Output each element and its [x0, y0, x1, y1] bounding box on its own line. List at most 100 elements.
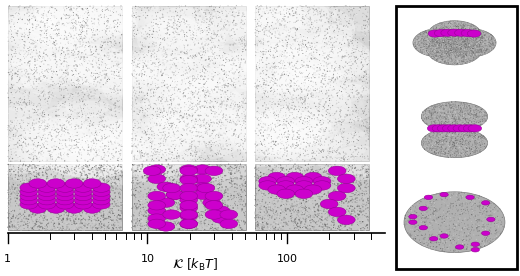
Point	[456, 129, 464, 134]
Point	[471, 206, 479, 210]
Point	[442, 52, 450, 57]
Point	[217, 177, 226, 182]
Point	[453, 43, 462, 47]
Point	[236, 104, 244, 108]
Point	[73, 222, 82, 227]
Point	[265, 108, 273, 112]
Point	[188, 175, 197, 179]
Point	[444, 39, 452, 44]
Point	[469, 32, 477, 37]
Point	[215, 45, 223, 49]
Point	[46, 77, 54, 81]
Point	[152, 204, 160, 209]
Point	[362, 126, 371, 130]
Point	[181, 192, 190, 197]
Point	[142, 211, 150, 215]
Point	[216, 120, 224, 125]
Point	[153, 208, 162, 213]
Point	[322, 36, 331, 40]
Point	[338, 56, 346, 60]
Point	[299, 9, 307, 13]
Point	[226, 185, 235, 190]
Point	[88, 93, 97, 97]
Point	[293, 78, 302, 83]
Point	[153, 114, 161, 119]
Point	[154, 171, 162, 176]
Point	[62, 193, 71, 198]
Point	[295, 206, 304, 210]
Point	[469, 150, 477, 154]
Point	[358, 27, 366, 31]
Point	[259, 182, 267, 186]
Point	[438, 22, 446, 26]
Point	[458, 136, 466, 140]
Point	[425, 39, 433, 44]
Point	[430, 107, 438, 111]
Point	[135, 65, 144, 70]
Point	[293, 144, 301, 148]
Point	[441, 125, 449, 129]
Point	[462, 57, 471, 61]
Point	[82, 55, 90, 60]
Point	[45, 191, 54, 195]
Point	[99, 92, 108, 96]
Point	[100, 112, 109, 116]
Point	[432, 111, 440, 115]
Point	[479, 116, 488, 121]
Point	[427, 115, 435, 119]
Point	[441, 124, 449, 129]
Point	[444, 33, 452, 38]
Point	[74, 49, 82, 54]
Point	[320, 129, 328, 134]
Point	[134, 142, 142, 147]
Point	[163, 99, 171, 103]
Point	[465, 33, 473, 37]
Point	[363, 63, 371, 67]
Point	[438, 55, 447, 59]
Point	[438, 47, 447, 52]
Point	[446, 148, 454, 153]
Point	[56, 89, 64, 94]
Point	[213, 100, 222, 105]
Point	[410, 229, 419, 233]
Point	[268, 149, 276, 153]
Point	[485, 43, 493, 47]
Point	[447, 136, 456, 140]
Point	[445, 149, 453, 153]
Point	[344, 135, 353, 139]
Point	[80, 183, 88, 188]
Point	[265, 181, 273, 185]
Point	[112, 182, 120, 186]
Point	[198, 52, 206, 57]
Point	[297, 46, 305, 51]
Point	[451, 129, 460, 133]
Point	[320, 176, 328, 180]
Point	[189, 167, 198, 171]
Point	[214, 168, 223, 172]
Point	[429, 46, 437, 51]
Point	[136, 121, 145, 125]
Point	[113, 227, 121, 232]
Point	[323, 117, 332, 121]
Point	[474, 120, 482, 124]
Point	[133, 163, 141, 168]
Point	[472, 29, 480, 33]
Point	[464, 154, 473, 158]
Point	[279, 119, 288, 124]
Point	[213, 163, 221, 167]
Point	[424, 148, 433, 152]
Point	[271, 222, 280, 226]
Point	[159, 63, 167, 68]
Point	[62, 6, 71, 11]
Point	[63, 226, 72, 230]
Point	[469, 215, 477, 220]
Point	[479, 201, 487, 206]
Point	[317, 127, 325, 131]
Point	[296, 69, 304, 73]
Point	[445, 209, 453, 213]
Point	[186, 197, 194, 201]
Point	[224, 218, 232, 222]
Point	[6, 70, 14, 75]
Point	[336, 207, 344, 212]
Point	[434, 222, 443, 227]
